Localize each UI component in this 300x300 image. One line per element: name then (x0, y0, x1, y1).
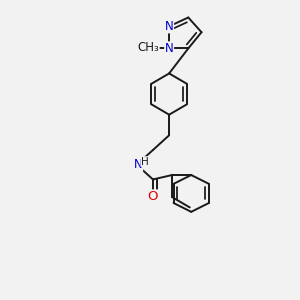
Text: CH₃: CH₃ (137, 41, 159, 54)
Text: H: H (141, 157, 149, 167)
Text: N: N (165, 20, 173, 33)
Text: O: O (148, 190, 158, 203)
Text: N: N (134, 158, 142, 171)
Text: N: N (165, 42, 173, 55)
